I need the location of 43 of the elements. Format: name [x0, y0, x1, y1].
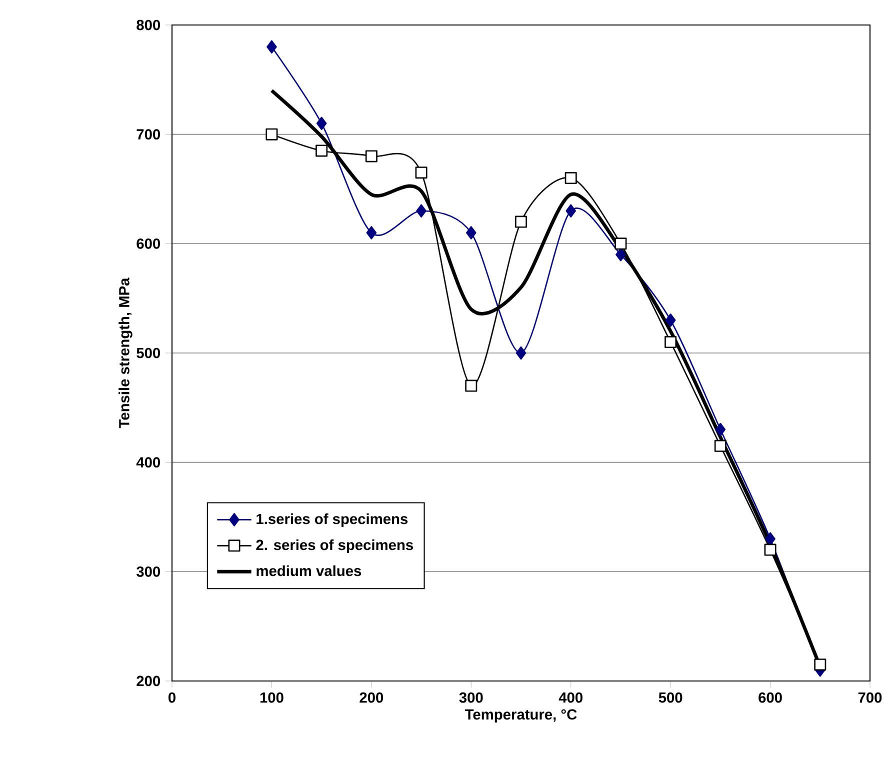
- x-tick-label: 200: [360, 692, 384, 703]
- point: [316, 116, 327, 130]
- point: [316, 144, 328, 157]
- point: [366, 226, 377, 240]
- legend-label: 1.series of specimens: [256, 513, 408, 528]
- point: [614, 238, 627, 250]
- point: [465, 380, 478, 392]
- point: [266, 128, 278, 140]
- point: [365, 150, 378, 162]
- point: [616, 248, 626, 262]
- y-tick-label: 700: [136, 129, 160, 140]
- point: [714, 440, 726, 452]
- legend-label: 2. series of specimens: [256, 539, 413, 554]
- y-tick-label: 400: [136, 457, 160, 468]
- legend-label: medium values: [256, 565, 362, 576]
- point: [765, 532, 776, 546]
- y-axis-title: Tensile strength, MPa: [118, 278, 132, 428]
- point: [416, 204, 426, 218]
- point: [764, 544, 776, 556]
- point: [566, 204, 576, 218]
- x-tick-label: 0: [168, 692, 176, 703]
- point: [564, 172, 577, 184]
- y-tick-label: 800: [136, 20, 160, 30]
- point: [415, 166, 428, 179]
- y-tick-label: 500: [136, 348, 160, 358]
- x-tick-label: 400: [558, 692, 582, 703]
- y-tick-label: 200: [136, 676, 160, 686]
- x-tick-label: 600: [758, 692, 782, 703]
- y-tick-label: 600: [136, 238, 160, 249]
- point: [516, 346, 526, 360]
- x-tick-label: 500: [658, 692, 682, 703]
- x-tick-label: 300: [459, 692, 483, 703]
- x-tick-label: 100: [260, 692, 284, 703]
- point: [515, 216, 528, 228]
- point: [664, 336, 677, 348]
- y-tick-label: 300: [136, 566, 160, 577]
- x-axis-title: Temperature, °C: [464, 709, 577, 723]
- point: [715, 422, 726, 436]
- point: [814, 658, 826, 671]
- point: [665, 314, 676, 327]
- point: [466, 226, 476, 240]
- point: [266, 40, 277, 54]
- x-tick-label: 700: [858, 692, 882, 703]
